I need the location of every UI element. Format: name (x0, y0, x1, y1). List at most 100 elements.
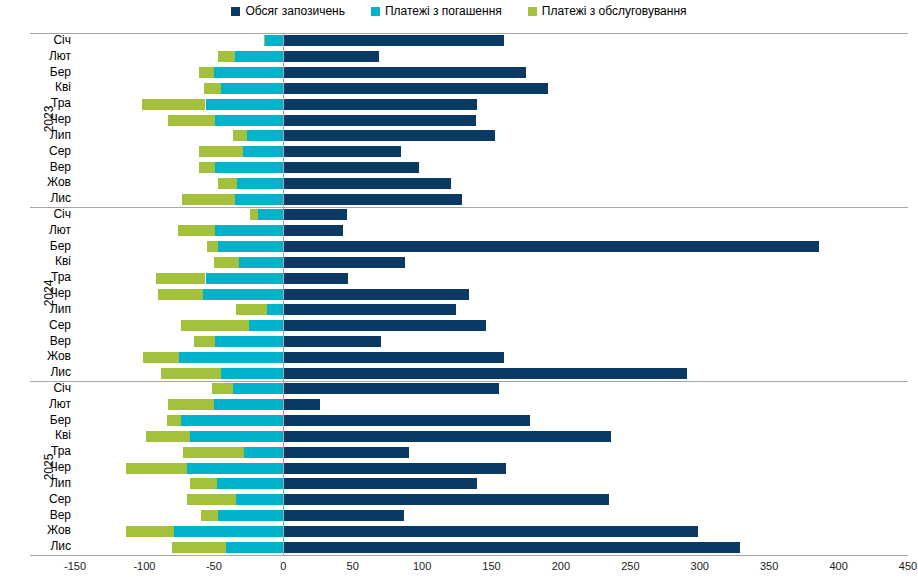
bar-service (199, 162, 216, 173)
bar-service (178, 225, 215, 236)
month-label: Вер (27, 508, 71, 524)
month-label: Лют (27, 49, 71, 65)
legend-swatch-service-icon (528, 7, 537, 16)
bar-borrowings (284, 447, 409, 458)
year-group-separator (30, 381, 908, 382)
bar-service (194, 336, 215, 347)
bar-service (201, 510, 218, 521)
x-tick-label: -100 (119, 560, 169, 572)
chart: Обсяг запозичень Платежі з погашення Пла… (0, 0, 918, 581)
bar-borrowings (284, 194, 462, 205)
bar-borrowings (284, 542, 739, 553)
bar-service (187, 494, 236, 505)
bar-service (142, 99, 206, 110)
bar-borrowings (284, 241, 819, 252)
month-label: Лис (27, 191, 71, 207)
month-label: Кві (27, 254, 71, 270)
x-tick-label: 100 (397, 560, 447, 572)
bar-service (214, 257, 239, 268)
bar-repayment (265, 35, 283, 46)
bar-service (168, 115, 215, 126)
bar-borrowings (284, 463, 506, 474)
bar-service (204, 83, 221, 94)
year-label: 2023 (42, 106, 56, 133)
bar-service (218, 51, 235, 62)
bar-repayment (243, 146, 283, 157)
year-label: 2024 (42, 280, 56, 307)
bar-service (207, 241, 218, 252)
bar-service (143, 352, 179, 363)
bar-repayment (215, 225, 283, 236)
month-label: Січ (27, 33, 71, 49)
plot-area (75, 33, 908, 555)
bar-repayment (237, 178, 283, 189)
month-label: Жов (27, 523, 71, 539)
bar-service (199, 146, 243, 157)
bar-borrowings (284, 257, 405, 268)
month-label: Сер (27, 318, 71, 334)
legend-item-repayment: Платежі з погашення (371, 4, 502, 18)
x-tick-label: 200 (536, 560, 586, 572)
bar-repayment (217, 478, 284, 489)
bar-service (236, 304, 267, 315)
bar-borrowings (284, 510, 403, 521)
bar-borrowings (284, 352, 503, 363)
month-label: Січ (27, 207, 71, 223)
bar-borrowings (284, 336, 381, 347)
x-tick-label: 300 (675, 560, 725, 572)
month-label: Вер (27, 334, 71, 350)
bar-service (161, 368, 221, 379)
bar-service (126, 463, 187, 474)
bar-repayment (206, 273, 284, 284)
bar-repayment (215, 162, 283, 173)
bar-repayment (206, 99, 284, 110)
bar-repayment (236, 494, 283, 505)
bar-repayment (247, 130, 283, 141)
bar-service (264, 35, 265, 46)
legend-label-borrowings: Обсяг запозичень (245, 4, 345, 18)
bar-borrowings (284, 83, 548, 94)
bar-service (167, 415, 181, 426)
month-label: Лис (27, 539, 71, 555)
bar-service (212, 383, 233, 394)
bar-service (183, 447, 244, 458)
bar-repayment (239, 257, 283, 268)
year-label: 2025 (42, 454, 56, 481)
bar-service (199, 67, 214, 78)
bar-service (181, 320, 249, 331)
bar-service (158, 289, 202, 300)
bar-service (168, 399, 214, 410)
bar-borrowings (284, 431, 610, 442)
bar-repayment (244, 447, 283, 458)
month-label: Кві (27, 428, 71, 444)
x-tick-label: 400 (814, 560, 864, 572)
month-label: Бер (27, 65, 71, 81)
month-label: Бер (27, 239, 71, 255)
bar-service (126, 526, 173, 537)
bar-repayment (218, 510, 283, 521)
bar-repayment (221, 83, 283, 94)
bar-repayment (187, 463, 283, 474)
month-label: Сер (27, 144, 71, 160)
bar-repayment (218, 241, 283, 252)
month-label: Січ (27, 381, 71, 397)
bar-borrowings (284, 289, 469, 300)
bar-borrowings (284, 368, 687, 379)
x-tick-label: 50 (328, 560, 378, 572)
legend-label-service: Платежі з обслуговування (542, 4, 687, 18)
bar-repayment (267, 304, 284, 315)
bar-borrowings (284, 225, 342, 236)
bar-repayment (214, 67, 283, 78)
legend-item-service: Платежі з обслуговування (528, 4, 687, 18)
year-group-separator (30, 207, 908, 208)
legend-swatch-repayment-icon (371, 7, 380, 16)
month-label: Кві (27, 80, 71, 96)
bar-service (250, 209, 258, 220)
legend-item-borrowings: Обсяг запозичень (231, 4, 345, 18)
bar-repayment (214, 399, 283, 410)
bar-service (233, 130, 247, 141)
bar-service (156, 273, 206, 284)
month-label: Жов (27, 175, 71, 191)
bar-repayment (174, 526, 284, 537)
legend-label-repayment: Платежі з погашення (385, 4, 502, 18)
